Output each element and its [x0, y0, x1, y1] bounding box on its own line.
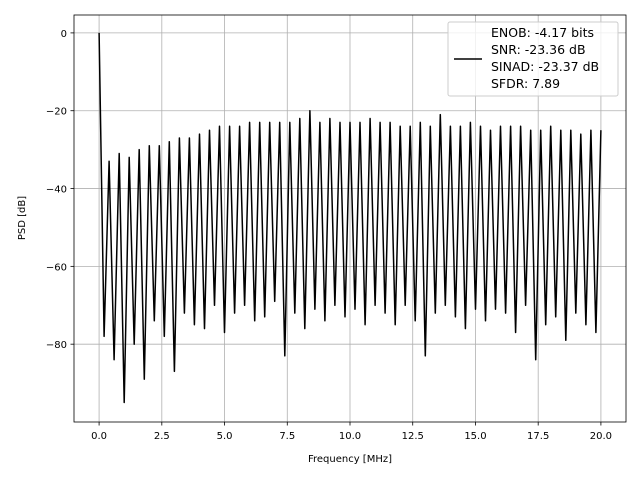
legend-sfdr: SFDR: 7.89 — [491, 76, 560, 91]
x-tick-label: 20.0 — [590, 431, 612, 442]
x-tick-label: 0.0 — [91, 431, 107, 442]
x-tick-label: 7.5 — [279, 431, 295, 442]
y-ticks: 0 −20 −40 −60 −80 — [46, 29, 74, 351]
legend-sinad: SINAD: -23.37 dB — [491, 59, 599, 74]
series — [98, 32, 602, 404]
x-tick-label: 17.5 — [527, 431, 549, 442]
y-tick-label: −60 — [46, 262, 67, 273]
legend: ENOB: -4.17 bits SNR: -23.36 dB SINAD: -… — [447, 21, 619, 97]
x-tick-label: 2.5 — [154, 431, 170, 442]
x-ticks: 0.0 2.5 5.0 7.5 10.0 12.5 15.0 17.5 20.0 — [91, 422, 612, 442]
y-tick-label: −80 — [46, 340, 67, 351]
x-axis-label: Frequency [MHz] — [308, 454, 392, 465]
psd-line — [98, 32, 602, 404]
legend-enob: ENOB: -4.17 bits — [491, 25, 594, 40]
x-tick-label: 10.0 — [339, 431, 361, 442]
legend-box — [447, 21, 619, 97]
y-tick-label: −20 — [46, 107, 67, 118]
y-axis-label: PSD [dB] — [17, 196, 28, 240]
legend-snr: SNR: -23.36 dB — [491, 42, 586, 57]
y-tick-label: 0 — [61, 29, 67, 40]
x-tick-label: 12.5 — [402, 431, 424, 442]
x-tick-label: 5.0 — [217, 431, 233, 442]
y-tick-label: −40 — [46, 185, 67, 196]
x-tick-label: 15.0 — [464, 431, 486, 442]
